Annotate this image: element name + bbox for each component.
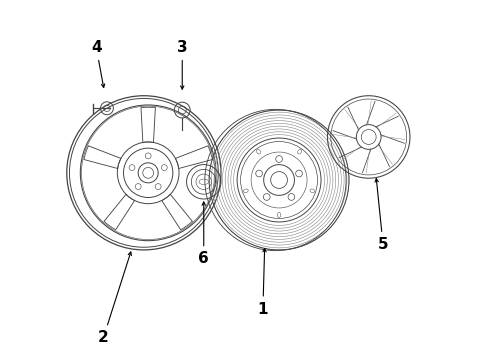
- Text: 1: 1: [258, 248, 268, 316]
- Text: 6: 6: [198, 202, 209, 266]
- Text: 2: 2: [98, 252, 131, 345]
- Text: 4: 4: [91, 40, 105, 87]
- Text: 3: 3: [177, 40, 188, 89]
- Text: 5: 5: [375, 179, 389, 252]
